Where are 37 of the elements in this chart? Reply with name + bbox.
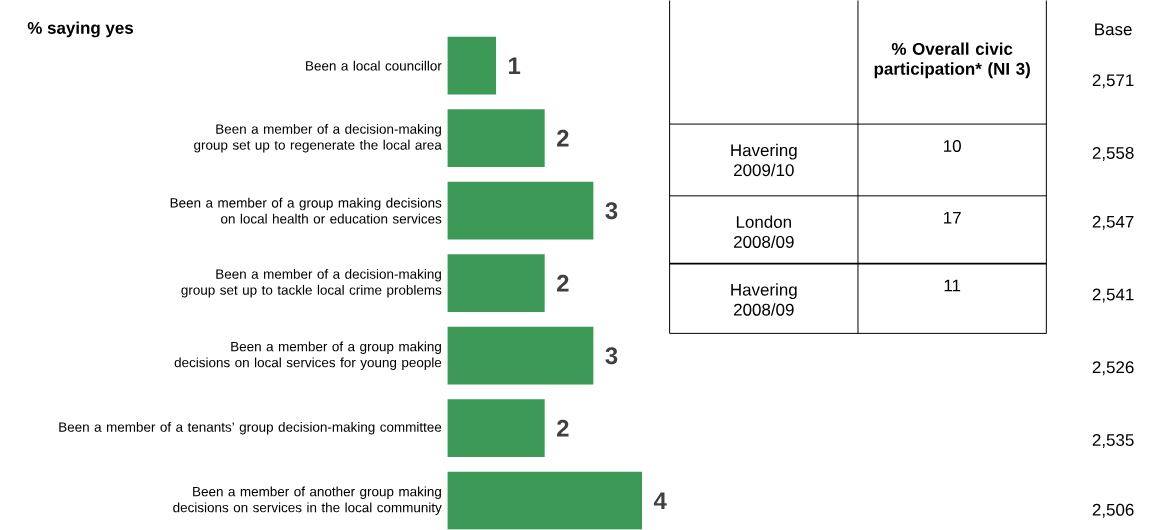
y-tick-label: Been a local councillor — [306, 60, 442, 71]
data-label: 2 — [557, 420, 569, 437]
bar — [447, 399, 545, 458]
text: 11 — [944, 279, 961, 292]
text: 2,571 — [1092, 74, 1134, 89]
data-label: 3 — [605, 202, 618, 220]
y-tick-label: Been a member of another group making decisions on services in the local community — [173, 486, 442, 516]
data-label: 3 — [605, 347, 618, 365]
text: 2,558 — [1092, 147, 1134, 162]
y-tick-label: Been a member of a group making decisions on local services for young people — [174, 341, 442, 371]
bar — [447, 254, 545, 313]
text: 10 — [944, 140, 961, 153]
y-tick-label: Been a member of a decision-making group set up to regenerate the local area — [194, 124, 442, 153]
bar — [447, 109, 545, 168]
text: 2,541 — [1092, 288, 1134, 303]
text: Havering 2009/10 — [731, 143, 797, 177]
text: % saying yes — [27, 21, 134, 38]
text: 2,535 — [1092, 434, 1134, 449]
y-tick-label: Been a member of a group making decisions on local health or education services — [170, 197, 442, 224]
text: Base — [1095, 23, 1132, 36]
text: Havering 2008/09 — [731, 283, 797, 316]
text: 2,547 — [1092, 215, 1134, 230]
data-label: 2 — [557, 274, 569, 292]
text: 2,506 — [1092, 503, 1134, 518]
data-label: 4 — [653, 492, 667, 510]
text: 2,526 — [1092, 361, 1134, 376]
data-label: 2 — [557, 129, 569, 147]
y-tick-label: Been a member of a tenants’ group decision-making committee — [59, 422, 442, 435]
bar — [447, 181, 594, 240]
bar — [447, 326, 594, 385]
bar — [447, 471, 643, 530]
bar — [447, 36, 497, 95]
text: % Overall civic participation* (NI 3) — [874, 42, 1030, 79]
text: 17 — [944, 212, 961, 224]
text: London 2008/09 — [734, 215, 794, 249]
data-label: 1 — [509, 57, 521, 75]
y-tick-label: Been a member of a decision-making group set up to tackle local crime problems — [181, 269, 442, 298]
